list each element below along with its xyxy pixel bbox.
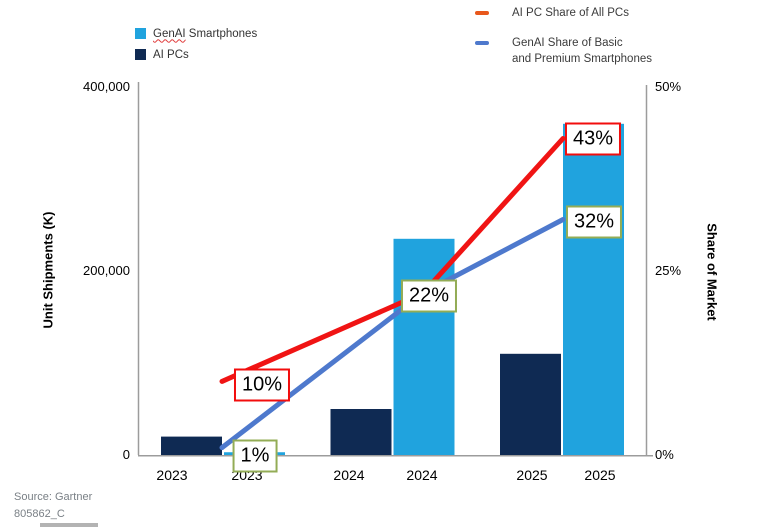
data-label-genai-share-of-basic-and-premium-smartphones-2024: 22%: [400, 279, 458, 313]
legend-item-ai-pc-share: AI PC Share of All PCs: [475, 5, 652, 21]
legend-line2: and Premium Smartphones: [512, 53, 652, 65]
footer: Source: Gartner 805862_C: [14, 489, 92, 523]
legend-word-smartphones: Smartphones: [185, 27, 258, 40]
line-ai-pc-share-of-all-pcs: [219, 136, 566, 384]
bar-genai-smartphones-2024: [393, 238, 455, 455]
right-axis-tick-2: 0%: [655, 447, 674, 462]
x-axis-label-2: 2024: [333, 467, 365, 483]
legend-item-label: GenAI Share of Basic and Premium Smartph…: [512, 35, 652, 67]
horizontal-scrollbar[interactable]: [40, 523, 98, 527]
x-axis-label-4: 2025: [516, 467, 548, 483]
left-axis-tick-1: 200,000: [83, 263, 130, 278]
left-axis-tick-0: 400,000: [83, 79, 130, 94]
x-axis-label-3: 2024: [406, 467, 438, 483]
bar-ai-pcs-2025: [500, 353, 561, 455]
ai-pc-share-dash-icon: [475, 11, 489, 15]
legend-line1: GenAI Share of Basic: [512, 37, 623, 49]
bar-ai-pcs-2023: [161, 436, 222, 455]
legend-item-label: AI PC Share of All PCs: [512, 7, 629, 19]
legend-item-ai-pcs: AI PCs: [135, 44, 257, 65]
right-axis-tick-0: 50%: [655, 79, 682, 94]
x-axis-label-5: 2025: [584, 467, 616, 483]
legend-item-genai-share: GenAI Share of Basic and Premium Smartph…: [475, 35, 652, 67]
source-note: Source: Gartner: [14, 491, 93, 503]
data-label-ai-pc-share-of-all-pcs-2025: 43%: [564, 122, 622, 156]
legend-word-genai: GenAI: [153, 27, 186, 40]
legend-item-label: GenAI Smartphones: [153, 28, 257, 40]
ai-pcs-swatch-icon: [135, 49, 146, 60]
legend-bars: GenAI Smartphones AI PCs: [135, 23, 257, 65]
doc-id: 805862_C: [14, 508, 65, 520]
x-axis-label-0: 2023: [156, 467, 188, 483]
genai-smartphones-swatch-icon: [135, 28, 146, 39]
data-label-ai-pc-share-of-all-pcs-2023: 10%: [233, 368, 291, 402]
genai-share-dash-icon: [475, 41, 489, 45]
legend-item-label: AI PCs: [153, 48, 189, 61]
data-label-genai-share-of-basic-and-premium-smartphones-2023: 1%: [232, 439, 278, 473]
bar-ai-pcs-2024: [330, 409, 392, 455]
right-axis-tick-1: 25%: [655, 263, 682, 278]
legend-item-genai-smartphones: GenAI Smartphones: [135, 23, 257, 44]
bar-genai-smartphones-2025: [563, 123, 624, 456]
left-axis-tick-2: 0: [122, 447, 130, 462]
data-label-genai-share-of-basic-and-premium-smartphones-2025: 32%: [565, 205, 623, 239]
legend-lines: AI PC Share of All PCs GenAI Share of Ba…: [475, 5, 652, 81]
